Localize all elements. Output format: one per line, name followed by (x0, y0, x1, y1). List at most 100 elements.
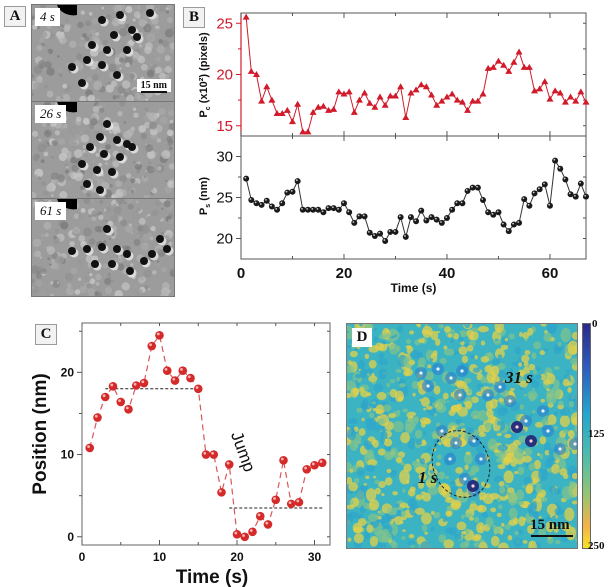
noise-speckle (136, 5, 141, 10)
data-point-circle (346, 209, 353, 216)
track-point (486, 393, 490, 397)
data-point-circle (361, 213, 368, 220)
map-speckle (395, 457, 403, 464)
noise-speckle (54, 130, 61, 136)
noise-speckle (153, 151, 157, 156)
map-speckle (541, 418, 550, 426)
map-speckle (402, 529, 406, 532)
map-speckle (383, 404, 392, 412)
map-speckle (430, 330, 439, 341)
noise-speckle (89, 272, 93, 277)
data-point-circle (340, 200, 347, 207)
data-point-highlight (501, 222, 504, 225)
map-speckle (450, 404, 462, 412)
map-speckle (555, 539, 561, 545)
map-speckle (348, 482, 358, 492)
data-point-circle (505, 228, 512, 235)
panel-d-label: D (352, 328, 372, 347)
map-speckle (484, 365, 493, 373)
map-speckle (405, 345, 412, 349)
y-tick-label: 20 (216, 67, 233, 84)
map-speckle (459, 541, 469, 548)
data-point-highlight (568, 192, 571, 195)
map-speckle (540, 398, 545, 403)
data-point-triangle (520, 63, 528, 70)
data-point-highlight (265, 521, 269, 525)
noise-speckle (32, 284, 39, 294)
noise-speckle (112, 203, 117, 209)
map-speckle (574, 426, 577, 432)
noise-speckle (41, 234, 45, 237)
data-point-triangle (422, 83, 430, 90)
noise-speckle (164, 55, 171, 62)
map-speckle (461, 485, 468, 493)
map-speckle (409, 330, 415, 335)
map-speckle (456, 380, 467, 390)
data-point-triangle (443, 93, 451, 100)
x-axis-label: Time (s) (176, 567, 249, 587)
map-speckle (443, 345, 448, 350)
data-point (248, 527, 257, 537)
map-speckle (386, 391, 391, 395)
noise-speckle (65, 169, 69, 174)
data-point-highlight (265, 198, 267, 201)
noise-speckle (154, 8, 159, 12)
data-point-circle (474, 184, 481, 191)
noise-speckle (151, 56, 155, 59)
track-point (479, 457, 483, 461)
noise-speckle (165, 179, 168, 183)
map-speckle (538, 516, 542, 519)
map-speckle (443, 348, 455, 356)
map-speckle (472, 367, 480, 373)
noise-speckle (43, 151, 49, 157)
map-speckle (557, 341, 562, 347)
map-speckle (394, 503, 400, 508)
map-speckle (395, 509, 402, 517)
data-point-triangle (479, 90, 487, 97)
noise-speckle (152, 270, 157, 275)
data-point-highlight (321, 210, 324, 213)
map-speckle (349, 350, 358, 358)
map-speckle (420, 396, 430, 407)
map-speckle (418, 338, 425, 344)
map-speckle (461, 530, 467, 535)
noise-speckle (32, 155, 38, 161)
noise-speckle (84, 36, 90, 42)
map-speckle (455, 467, 464, 474)
noise-speckle (134, 93, 141, 100)
noise-speckle (161, 267, 167, 273)
map-speckle (528, 363, 536, 371)
nanoparticle (108, 168, 116, 176)
map-speckle (400, 461, 405, 466)
data-point-triangle (531, 87, 539, 94)
map-speckle (417, 480, 425, 489)
map-speckle (529, 393, 536, 402)
y-tick-label: 25 (216, 190, 233, 207)
map-speckle (407, 540, 416, 546)
noise-speckle (161, 290, 169, 296)
noise-speckle (161, 138, 166, 142)
noise-speckle (133, 112, 139, 118)
map-speckle (508, 390, 514, 397)
map-speckle (486, 408, 494, 418)
noise-speckle (124, 201, 127, 205)
data-point-triangle (381, 101, 389, 108)
noise-speckle (168, 146, 173, 151)
map-speckle (383, 438, 393, 447)
map-speckle (402, 408, 409, 413)
map-speckle (570, 357, 577, 366)
noise-speckle (86, 77, 92, 82)
map-speckle (375, 404, 385, 415)
map-speckle (378, 358, 388, 366)
noise-speckle (32, 191, 37, 199)
noise-speckle (35, 273, 42, 280)
panel-a-label: A (4, 6, 26, 27)
noise-speckle (86, 283, 92, 289)
data-point-circle (299, 206, 306, 213)
noise-speckle (149, 236, 154, 241)
data-point-triangle (325, 106, 333, 113)
noise-speckle (92, 209, 98, 215)
map-speckle (450, 339, 454, 343)
data-point-highlight (288, 501, 292, 504)
y-tick-label: 10 (61, 448, 75, 462)
